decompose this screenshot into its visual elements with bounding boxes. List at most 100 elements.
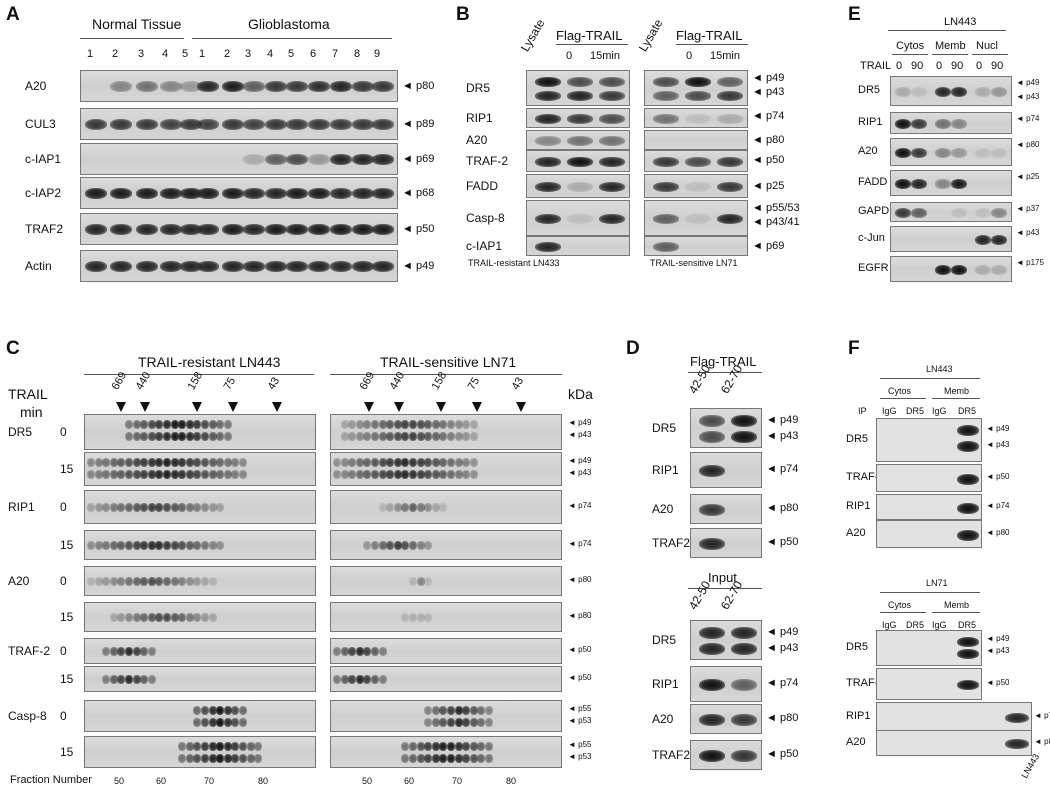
blot-time: 0 xyxy=(60,500,67,514)
blot-band xyxy=(653,242,679,252)
blot-band xyxy=(223,458,232,467)
blot-band xyxy=(85,188,107,199)
blot-band xyxy=(454,706,463,715)
blot-band xyxy=(155,470,164,479)
marker-label: ◄ p80 xyxy=(766,712,799,724)
blot-band xyxy=(340,470,349,479)
blot-band xyxy=(462,458,471,467)
blot-band xyxy=(140,647,149,656)
blot-band xyxy=(454,470,463,479)
blot-band xyxy=(231,458,240,467)
c-trail-label: TRAIL xyxy=(8,386,48,402)
blot-band xyxy=(87,541,95,550)
blot-band xyxy=(951,148,967,158)
blot-band xyxy=(386,470,395,479)
blot-band xyxy=(935,119,951,129)
blot-band xyxy=(355,675,364,684)
blot-band xyxy=(935,148,951,158)
marker-label: ◄ p50 xyxy=(986,472,1010,481)
blot-band xyxy=(231,718,240,727)
blot-band xyxy=(567,182,593,192)
blot-band xyxy=(286,154,308,165)
blot-band xyxy=(699,714,725,726)
marker-label: ◄ p69 xyxy=(402,153,435,165)
blot-band xyxy=(110,188,132,199)
marker-label: ◄ p53 xyxy=(568,752,592,761)
blot-band xyxy=(286,119,308,130)
blot-band xyxy=(163,458,171,467)
fraction-tick: 70 xyxy=(204,776,215,786)
blot-strip-left xyxy=(526,200,630,236)
blot-band xyxy=(462,420,471,429)
blot-strip xyxy=(890,202,1012,222)
blot-band xyxy=(352,154,374,165)
blot-band xyxy=(136,188,158,199)
blot-label: RIP1 xyxy=(846,710,871,722)
blot-band xyxy=(469,458,478,467)
f-bottom-frac-cytos: Cytos xyxy=(888,600,912,610)
blot-band xyxy=(431,718,440,727)
blot-strip-left xyxy=(84,638,316,664)
c-left-title: TRAIL-resistant LN443 xyxy=(138,354,281,370)
blot-band xyxy=(330,119,352,130)
blot-band xyxy=(477,706,486,715)
fraction-tick: 50 xyxy=(114,776,125,786)
blot-band xyxy=(333,675,341,684)
blot-label: A20 xyxy=(652,712,674,726)
blot-band xyxy=(254,754,263,763)
blot-band xyxy=(125,420,133,429)
blot-time: 15 xyxy=(60,538,74,552)
blot-band xyxy=(717,91,743,101)
flag-trail-header-right: Flag-TRAIL xyxy=(676,28,743,43)
e-rule-cytos xyxy=(892,54,928,55)
blot-label: TRAF-2 xyxy=(846,471,885,483)
blot-label: FADD xyxy=(466,179,499,193)
ip-col: DR5 xyxy=(958,406,977,416)
marker-label: ◄ p43 xyxy=(568,430,592,439)
mw-arrow xyxy=(228,402,238,412)
fraction-tick: 50 xyxy=(362,776,373,786)
blot-label: RIP1 xyxy=(652,463,679,477)
blot-strip-right xyxy=(644,200,748,236)
blot-band xyxy=(155,458,164,467)
blot-label: Casp-8 xyxy=(8,709,47,723)
blot-band xyxy=(216,470,225,479)
blot-band xyxy=(140,577,149,586)
marker-label: ◄ p43/41 xyxy=(752,216,800,228)
e-rule-nucl xyxy=(972,54,1008,55)
marker-label: ◄ p74 xyxy=(986,501,1010,510)
blot-band xyxy=(239,742,247,751)
f-ip-label: IP xyxy=(858,406,867,416)
blot-strip-left xyxy=(84,452,316,486)
blot-band xyxy=(699,465,725,477)
blot-band xyxy=(416,754,425,763)
fraction-tick: 80 xyxy=(506,776,517,786)
blot-band xyxy=(469,470,478,479)
blot-band xyxy=(125,647,133,656)
blot-band xyxy=(208,742,217,751)
blot-band xyxy=(110,119,132,130)
blot-band xyxy=(286,188,308,199)
marker-label: ◄ p80 xyxy=(986,528,1010,537)
blot-strip-top xyxy=(876,494,982,520)
blot-band xyxy=(447,470,455,479)
blot-band xyxy=(409,742,417,751)
blot-band xyxy=(147,420,156,429)
blot-band xyxy=(477,742,486,751)
blot-band xyxy=(439,742,448,751)
fraction-tick: 70 xyxy=(452,776,463,786)
blot-band xyxy=(409,503,417,512)
blot-time: 15 xyxy=(60,462,74,476)
blot-label: DR5 xyxy=(846,433,869,445)
blot-band xyxy=(193,420,202,429)
blot-band xyxy=(197,119,219,130)
blot-band xyxy=(454,742,463,751)
blot-band xyxy=(340,647,349,656)
blot-band xyxy=(178,470,187,479)
blot-band xyxy=(193,742,202,751)
blot-band xyxy=(416,742,425,751)
blot-band xyxy=(951,119,967,129)
blot-band xyxy=(132,470,141,479)
blot-band xyxy=(469,706,478,715)
blot-band xyxy=(125,613,133,622)
